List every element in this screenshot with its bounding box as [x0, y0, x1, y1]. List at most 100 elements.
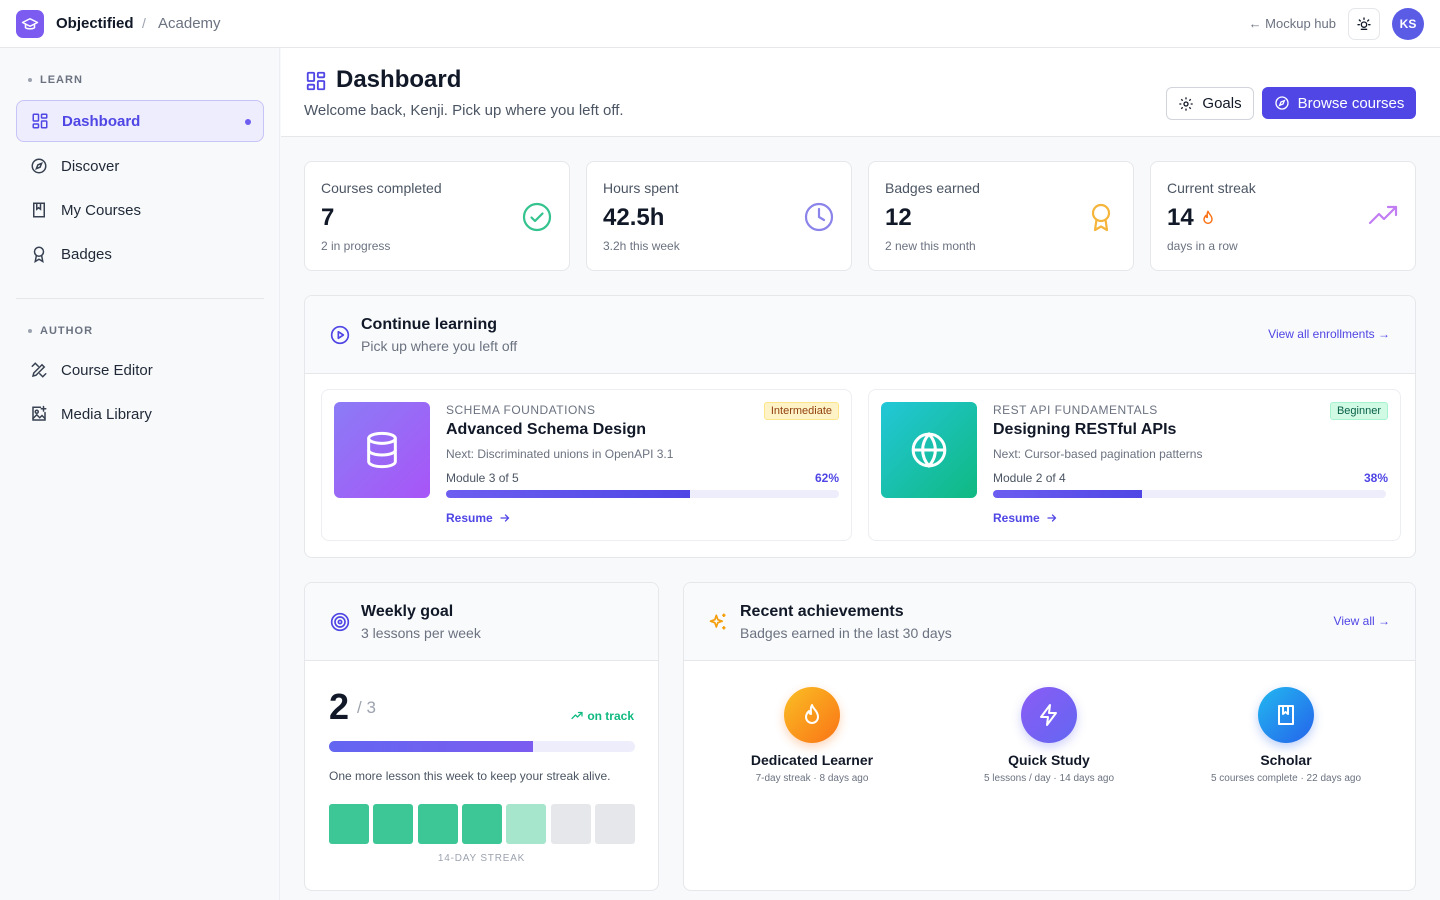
active-indicator [245, 119, 251, 125]
sidebar-item-badges[interactable]: Badges [16, 233, 264, 275]
book-icon [29, 200, 49, 220]
achievement-quick-study[interactable]: Quick Study 5 lessons / day · 14 days ag… [949, 687, 1149, 784]
stat-value: 14 [1167, 204, 1216, 232]
stat-label: Hours spent [603, 180, 679, 196]
course-title[interactable]: Advanced Schema Design [446, 421, 647, 438]
stat-label: Badges earned [885, 180, 980, 196]
graduation-cap-icon[interactable] [16, 10, 44, 38]
achievement-desc: 5 courses complete · 22 days ago [1210, 773, 1362, 784]
target-icon [330, 612, 350, 632]
gear-icon [1179, 96, 1194, 111]
sidebar-item-dashboard[interactable]: Dashboard [16, 100, 264, 142]
on-track-status: on track [571, 709, 634, 723]
continue-learning-panel: Continue learning Pick up where you left… [304, 295, 1416, 558]
section-label-learn: LEARN [28, 74, 83, 86]
course-percent: 38% [1363, 471, 1388, 485]
trending-up-icon [1367, 201, 1399, 233]
dashboard-icon [30, 111, 50, 131]
achievement-desc: 5 lessons / day · 14 days ago [983, 773, 1115, 784]
play-circle-icon [330, 325, 350, 345]
achievement-dedicated-learner[interactable]: Dedicated Learner 7-day streak · 8 days … [712, 687, 912, 784]
award-icon [1085, 201, 1117, 233]
course-next-lesson: Next: Cursor-based pagination patterns [993, 447, 1203, 461]
media-icon [29, 404, 49, 424]
breadcrumb-academy[interactable]: Academy [158, 15, 221, 32]
sidebar-item-label: Discover [61, 157, 120, 175]
course-next-lesson: Next: Discriminated unions in OpenAPI 3.… [446, 447, 674, 461]
panel-header: Continue learning Pick up where you left… [305, 296, 1415, 374]
theme-toggle-button[interactable] [1348, 8, 1380, 40]
top-bar: Objectified / Academy ← Mockup hub KS [0, 0, 1440, 48]
brand-name[interactable]: Objectified [56, 15, 134, 32]
streak-day-partial [506, 804, 547, 844]
arrow-right-icon [500, 514, 510, 522]
lightning-icon [1021, 687, 1077, 743]
breadcrumb-separator: / [142, 15, 146, 31]
level-badge: Beginner [1329, 402, 1388, 420]
stat-sub: days in a row [1167, 239, 1238, 253]
achievement-name: Scholar [1260, 752, 1312, 768]
sidebar-item-label: Badges [61, 245, 112, 263]
sidebar: LEARN Dashboard Discover My Courses Badg… [0, 48, 280, 900]
view-all-achievements-link[interactable]: View all → [1333, 614, 1390, 628]
weekly-goal-panel: Weekly goal 3 lessons per week 2 / 3 on … [304, 582, 659, 891]
page-header: Dashboard Welcome back, Kenji. Pick up w… [281, 48, 1440, 137]
database-icon [334, 402, 430, 498]
stat-sub: 2 in progress [321, 239, 391, 253]
flame-icon [784, 687, 840, 743]
course-title[interactable]: Designing RESTful APIs [993, 421, 1177, 438]
course-category: REST API FUNDAMENTALS [993, 403, 1158, 417]
sidebar-item-label: Media Library [61, 405, 152, 423]
stat-card-current-streak: Current streak 14 days in a row [1150, 161, 1416, 271]
progress-fill [993, 490, 1143, 498]
badge-icon [29, 244, 49, 264]
sidebar-item-label: Course Editor [61, 361, 153, 379]
panel-title: Recent achievements [740, 603, 904, 620]
weekly-total: / 3 [357, 698, 376, 717]
view-all-enrollments-link[interactable]: View all enrollments → [1268, 327, 1390, 341]
sidebar-item-my-courses[interactable]: My Courses [16, 189, 264, 231]
stat-label: Courses completed [321, 180, 442, 196]
panel-title: Continue learning [361, 316, 497, 333]
dashboard-icon [305, 70, 327, 92]
stat-card-hours-spent: Hours spent 42.5h 3.2h this week [586, 161, 852, 271]
sidebar-item-discover[interactable]: Discover [16, 145, 264, 187]
streak-day-done [461, 804, 502, 844]
book-icon [1258, 687, 1314, 743]
stat-sub: 2 new this month [885, 239, 976, 253]
streak-day-empty [594, 804, 635, 844]
panel-header: Weekly goal 3 lessons per week [305, 583, 658, 661]
compass-icon [29, 156, 49, 176]
sidebar-item-media-library[interactable]: Media Library [16, 393, 264, 435]
achievements-panel: Recent achievements Badges earned in the… [683, 582, 1416, 891]
stat-value: 7 [321, 204, 335, 231]
globe-icon [881, 402, 977, 498]
stat-sub: 3.2h this week [603, 239, 680, 253]
resume-button[interactable]: Resume [446, 511, 511, 525]
course-module: Module 2 of 4 [993, 471, 1066, 485]
user-avatar[interactable]: KS [1392, 8, 1424, 40]
course-card-restful-apis[interactable]: REST API FUNDAMENTALS Designing RESTful … [868, 389, 1401, 541]
mockup-hub-link[interactable]: ← Mockup hub [1248, 16, 1336, 31]
stat-card-courses-completed: Courses completed 7 2 in progress [304, 161, 570, 271]
resume-button[interactable]: Resume [993, 511, 1058, 525]
goals-button[interactable]: Goals [1166, 87, 1254, 120]
progress-fill [446, 490, 690, 498]
sparkles-icon [708, 612, 728, 632]
sidebar-item-course-editor[interactable]: Course Editor [16, 349, 264, 391]
panel-title: Weekly goal [361, 603, 454, 620]
achievement-desc: 7-day streak · 8 days ago [755, 773, 869, 784]
trending-up-icon [571, 711, 583, 720]
browse-courses-button[interactable]: Browse courses [1262, 87, 1416, 119]
course-progress-bar [446, 490, 839, 498]
sun-moon-icon [1357, 17, 1371, 30]
course-card-advanced-schema[interactable]: SCHEMA FOUNDATIONS Advanced Schema Desig… [321, 389, 852, 541]
arrow-right-icon [1047, 514, 1057, 522]
stat-card-badges-earned: Badges earned 12 2 new this month [868, 161, 1134, 271]
streak-day-done [329, 804, 369, 844]
streak-label: 14-DAY STREAK [437, 853, 526, 864]
level-badge: Intermediate [763, 402, 839, 420]
panel-subtitle: Pick up where you left off [361, 338, 518, 354]
page-title: Dashboard [336, 66, 462, 93]
achievement-scholar[interactable]: Scholar 5 courses complete · 22 days ago [1186, 687, 1386, 784]
